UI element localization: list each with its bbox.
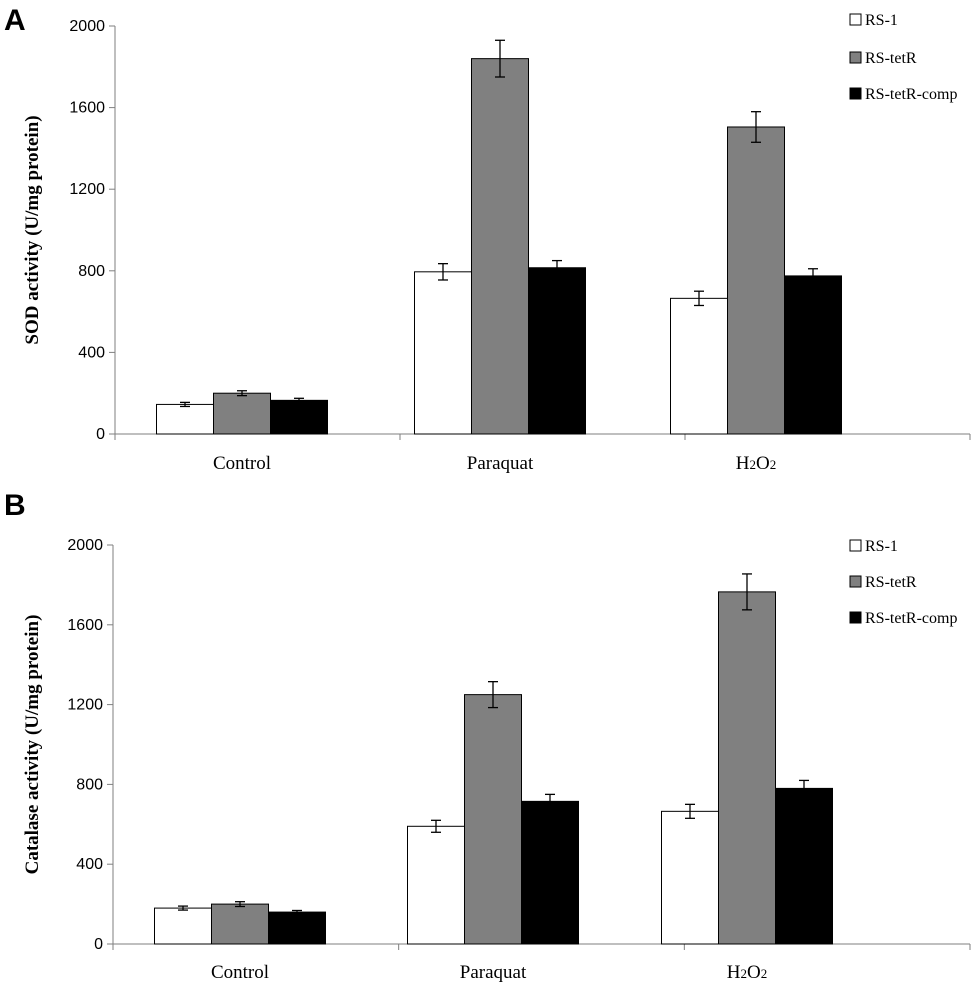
y-tick-label: 2000 xyxy=(69,18,105,35)
category-label: Paraquat xyxy=(460,962,527,983)
legend-swatch xyxy=(849,87,862,100)
y-tick-label: 0 xyxy=(96,426,105,443)
y-tick-label: 800 xyxy=(76,776,103,793)
legend-swatch xyxy=(849,575,862,588)
y-tick-label: 800 xyxy=(78,263,105,280)
legend-label: RS-tetR xyxy=(865,50,917,67)
bar-rs-tetr xyxy=(718,591,776,945)
y-tick-label: 0 xyxy=(94,936,103,953)
chart-panel-a: A 0 400 800 1200 1600 2000 SOD activity (U/mg p… xyxy=(4,4,971,474)
y-tick-label: 1600 xyxy=(67,617,103,634)
bar-rs-1 xyxy=(407,825,465,945)
legend-label: RS-tetR xyxy=(865,574,917,591)
bar-rs-1 xyxy=(414,271,472,435)
bar-rs-tetr-comp xyxy=(775,787,833,945)
bar-rs-tetr-comp xyxy=(528,267,586,435)
bar-rs-tetr-comp xyxy=(784,275,842,435)
category-label: Control xyxy=(213,453,271,474)
chart-panel-b: B 0 400 800 1200 1600 2000 Catalase activity (U… xyxy=(4,489,971,983)
bar-rs-tetr xyxy=(464,694,522,945)
bar-rs-1 xyxy=(661,810,719,945)
y-tick-label: 400 xyxy=(76,856,103,873)
y-tick-label: 400 xyxy=(78,344,105,361)
legend-label: RS-tetR-comp xyxy=(865,86,957,103)
bar-rs-tetr xyxy=(211,903,269,945)
y-axis-title: SOD activity (U/mg protein) xyxy=(22,115,43,344)
legend-swatch xyxy=(849,539,862,552)
bar-rs-tetr xyxy=(727,126,785,435)
category-label: Paraquat xyxy=(467,453,534,474)
bar-rs-tetr-comp xyxy=(270,399,328,435)
bar-rs-tetr-comp xyxy=(521,800,579,945)
panel-letter: A xyxy=(4,4,26,37)
bar-rs-tetr xyxy=(471,58,529,435)
legend-label: RS-1 xyxy=(865,12,898,29)
y-tick-label: 2000 xyxy=(67,537,103,554)
panel-letter: B xyxy=(4,489,26,522)
bar-rs-1 xyxy=(156,403,214,435)
y-tick-label: 1600 xyxy=(69,100,105,117)
y-axis-title: Catalase activity (U/mg protein) xyxy=(22,615,43,875)
legend-swatch xyxy=(849,611,862,624)
category-label: Control xyxy=(211,962,269,983)
bar-rs-tetr xyxy=(213,392,271,435)
legend-swatch xyxy=(849,13,862,26)
legend-swatch xyxy=(849,51,862,64)
category-label: H2O2 xyxy=(727,962,767,983)
legend-label: RS-1 xyxy=(865,538,898,555)
bar-rs-tetr-comp xyxy=(268,911,326,945)
y-tick-label: 1200 xyxy=(67,697,103,714)
y-tick-label: 1200 xyxy=(69,181,105,198)
bar-rs-1 xyxy=(154,907,212,945)
bar-rs-1 xyxy=(670,297,728,435)
legend-label: RS-tetR-comp xyxy=(865,610,957,627)
category-label: H2O2 xyxy=(736,453,776,474)
